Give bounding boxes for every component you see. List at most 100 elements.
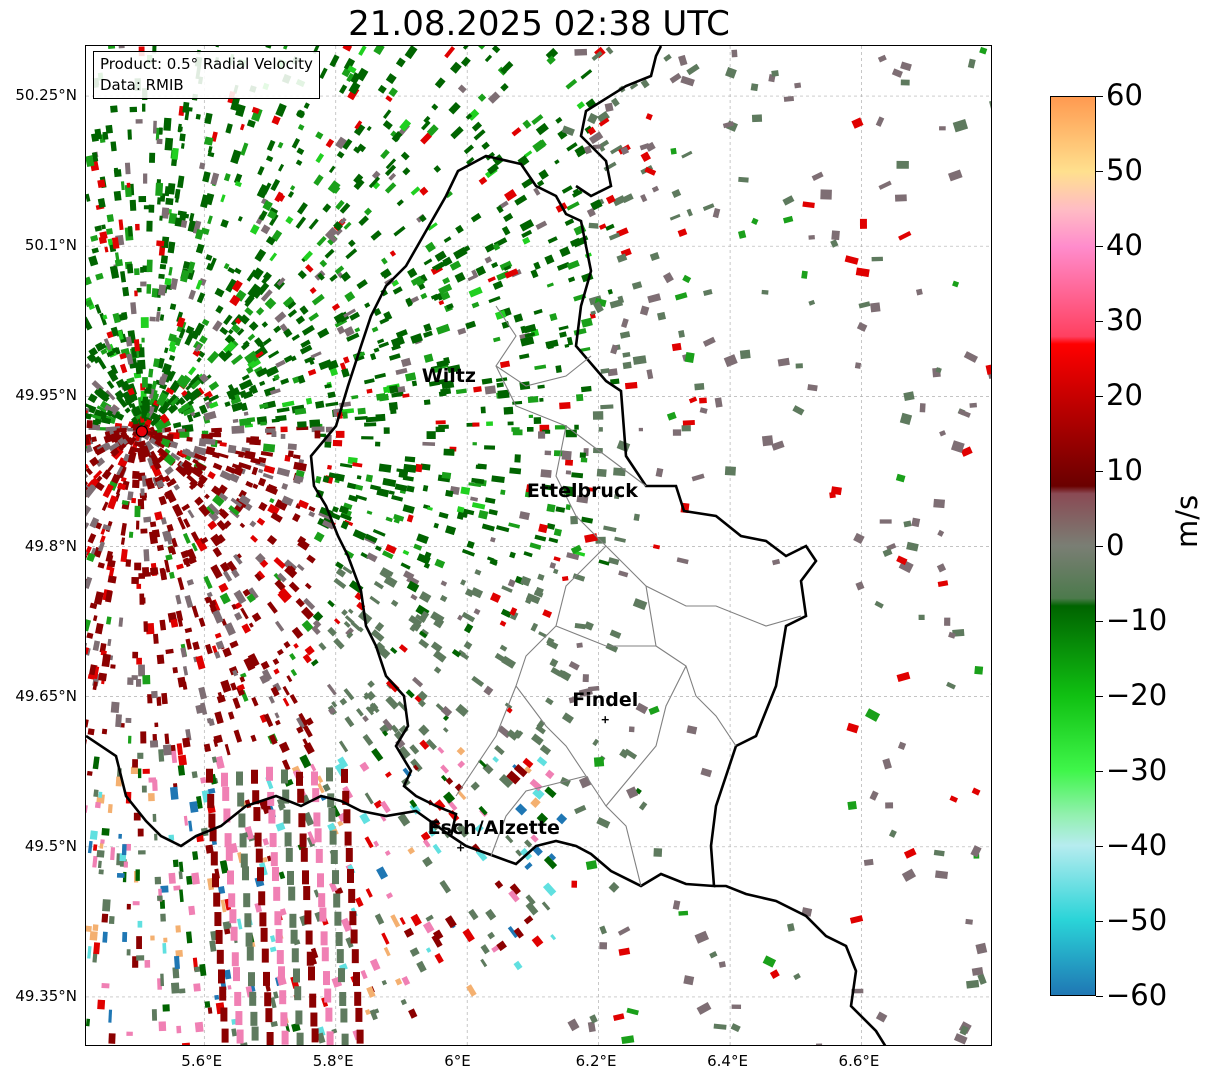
echo-gate: [359, 812, 371, 825]
echo-gate: [419, 630, 428, 639]
echo-gate: [457, 650, 470, 660]
echo-gate: [349, 911, 357, 926]
echo-gate: [239, 123, 245, 131]
echo-gate: [218, 509, 230, 520]
echo-gate: [579, 452, 586, 458]
echo-gate: [435, 420, 446, 425]
echo-gate: [260, 660, 270, 670]
echo-gate: [339, 217, 347, 225]
echo-gate: [619, 331, 631, 339]
echo-gate: [561, 125, 575, 136]
echo-gate: [374, 621, 385, 632]
colorbar-tick-label: −30: [1106, 753, 1168, 787]
echo-gate: [933, 849, 945, 857]
echo-gate: [280, 426, 288, 433]
echo-gate: [294, 407, 307, 416]
echo-gate: [134, 447, 141, 453]
echo-gate: [93, 469, 103, 480]
echo-gate: [304, 645, 315, 656]
echo-gate: [437, 746, 445, 754]
echo-gate: [295, 216, 307, 229]
echo-gate: [160, 517, 167, 525]
echo-gate: [307, 831, 316, 845]
map-panel[interactable]: [85, 45, 992, 1046]
echo-gate: [191, 771, 198, 779]
echo-gate: [607, 288, 613, 295]
echo-gate: [422, 441, 436, 446]
echo-gate: [156, 138, 163, 145]
echo-gate: [228, 893, 236, 908]
echo-gate: [149, 389, 158, 403]
echo-gate: [233, 466, 244, 476]
echo-gate: [587, 126, 597, 136]
echo-gate: [520, 575, 532, 587]
echo-gate: [93, 789, 99, 798]
echo-gate: [586, 487, 595, 492]
echo-gate: [750, 83, 759, 92]
echo-gate: [291, 1022, 301, 1032]
echo-gate: [858, 301, 871, 309]
echo-gate: [310, 659, 319, 667]
echo-gate: [136, 936, 142, 950]
echo-gate: [238, 462, 252, 471]
echo-gate: [359, 761, 370, 772]
echo-gate: [137, 920, 143, 928]
echo-gate: [154, 876, 162, 885]
echo-gate: [460, 579, 467, 586]
echo-gate: [296, 771, 303, 786]
echo-gate: [259, 714, 268, 724]
echo-gate: [556, 813, 568, 825]
echo-gate: [268, 809, 276, 824]
echo-gate: [374, 913, 385, 925]
echo-gate: [155, 182, 164, 197]
echo-gate: [399, 119, 412, 132]
echo-gate: [269, 207, 279, 215]
echo-gate: [303, 886, 311, 901]
echo-gate: [944, 617, 951, 626]
echo-gate: [324, 988, 332, 1003]
echo-gate: [464, 588, 475, 598]
echo-gate: [274, 579, 286, 591]
echo-gate: [448, 102, 461, 115]
echo-gate: [406, 485, 415, 493]
echo-gate: [210, 564, 223, 579]
echo-gate: [542, 882, 557, 897]
echo-gate: [242, 588, 251, 597]
echo-gate: [794, 82, 802, 89]
echo-gate: [466, 540, 475, 549]
echo-gate: [305, 264, 314, 273]
echo-gate: [153, 358, 160, 368]
echo-gate: [434, 558, 446, 569]
echo-gate: [86, 444, 93, 454]
echo-gate: [847, 800, 857, 811]
echo-gate: [204, 1001, 211, 1008]
echo-gate: [382, 477, 397, 488]
echo-gate: [87, 393, 98, 404]
echo-gate: [185, 728, 192, 741]
echo-gate: [207, 471, 216, 480]
echo-gate: [266, 766, 273, 781]
echo-gate: [375, 441, 381, 447]
borders: [86, 46, 887, 1045]
echo-gate: [252, 790, 260, 805]
echo-gate: [171, 147, 179, 160]
echo-gate: [540, 469, 552, 478]
echo-gate: [280, 433, 286, 439]
echo-gate: [212, 609, 224, 624]
echo-gate: [257, 184, 270, 199]
echo-gate: [537, 384, 545, 389]
echo-gate: [666, 411, 677, 421]
colorbar-tick-mark: [1096, 171, 1103, 172]
echo-gate: [570, 515, 578, 525]
echo-gate: [561, 450, 572, 461]
echo-gate: [137, 828, 144, 837]
echo-gate: [95, 446, 106, 456]
echo-gate: [150, 463, 162, 477]
echo-gate: [272, 658, 280, 666]
echo-gate: [316, 775, 324, 784]
echo-gate: [410, 275, 423, 287]
echo-gate: [168, 571, 175, 579]
echo-gate: [322, 783, 331, 792]
echo-gate: [645, 113, 653, 121]
echo-gate: [339, 697, 348, 706]
